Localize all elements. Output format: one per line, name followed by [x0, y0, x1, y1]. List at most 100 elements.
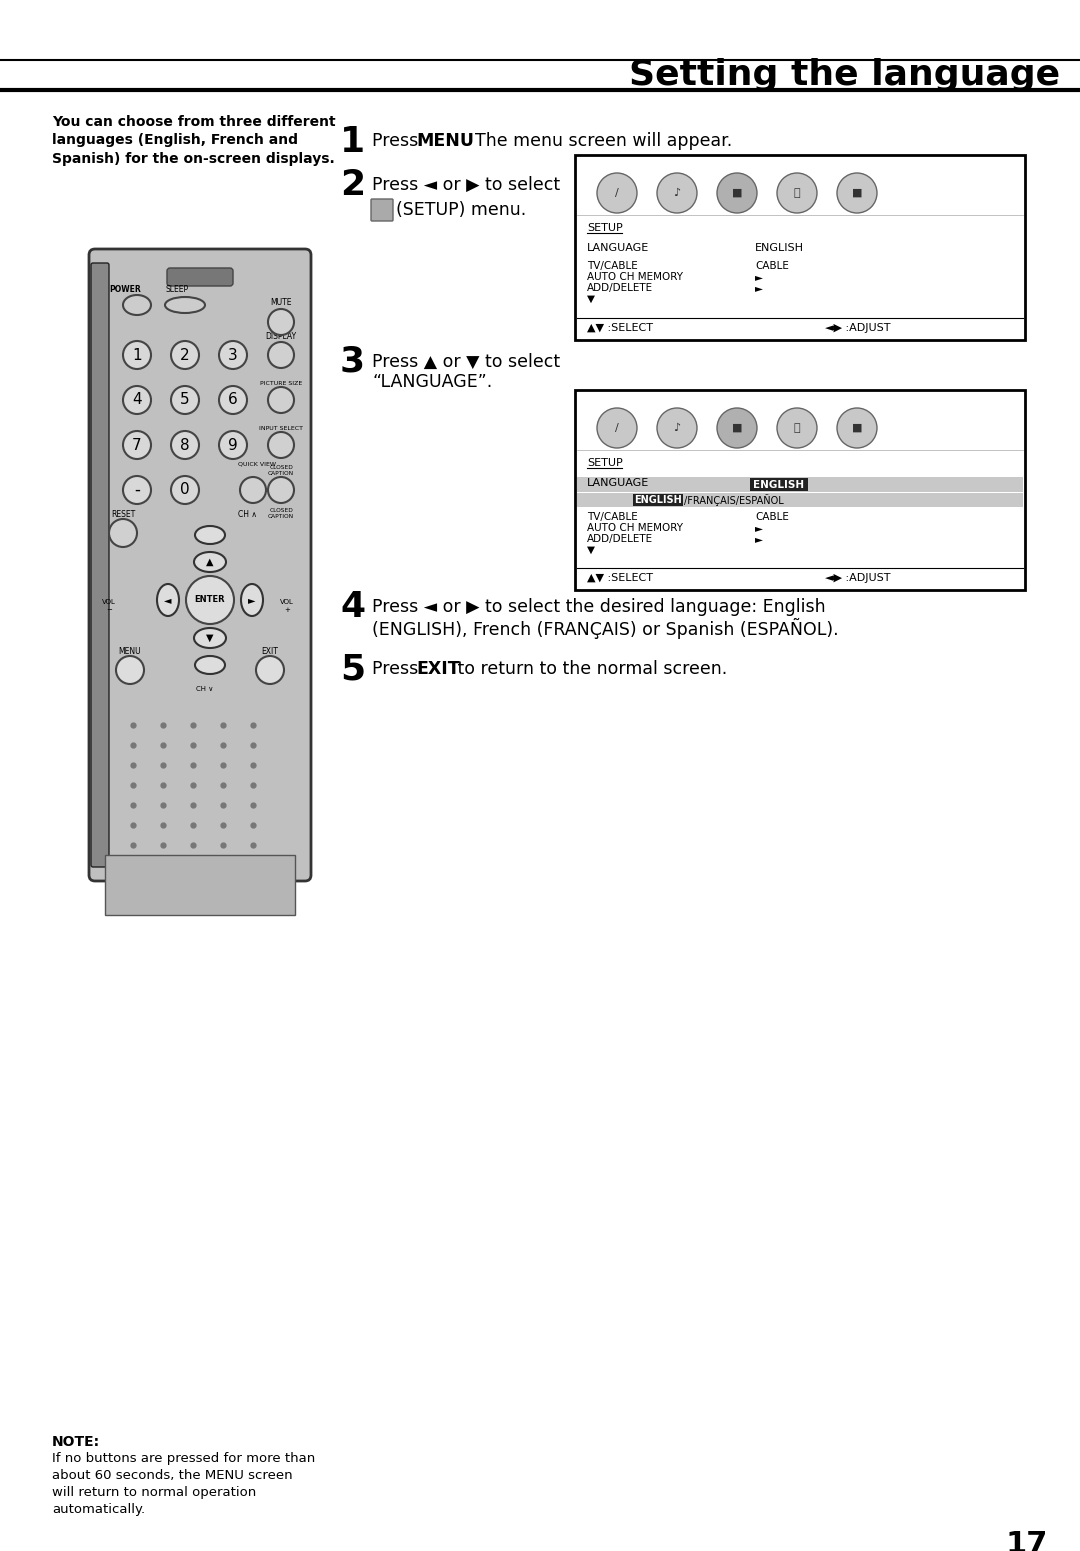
- Text: ►: ►: [755, 534, 762, 544]
- Bar: [575, 155, 1025, 340]
- Text: INPUT SELECT: INPUT SELECT: [259, 427, 303, 431]
- Circle shape: [837, 408, 877, 448]
- Bar: [575, 389, 1025, 589]
- FancyBboxPatch shape: [91, 264, 109, 867]
- Text: ENGLISH: ENGLISH: [755, 244, 804, 253]
- Text: ►: ►: [755, 271, 762, 282]
- Circle shape: [717, 174, 757, 212]
- Ellipse shape: [123, 341, 151, 369]
- Text: QUICK VIEW: QUICK VIEW: [238, 461, 276, 465]
- Text: ►: ►: [755, 523, 762, 534]
- Text: CLOSED
CAPTION: CLOSED CAPTION: [268, 465, 294, 476]
- Ellipse shape: [123, 386, 151, 414]
- Text: ▲▼ :SELECT: ▲▼ :SELECT: [588, 323, 653, 333]
- Text: (SETUP) menu.: (SETUP) menu.: [396, 202, 526, 219]
- Circle shape: [777, 408, 816, 448]
- Ellipse shape: [171, 386, 199, 414]
- Circle shape: [777, 174, 816, 212]
- Text: You can choose from three different
languages (English, French and
Spanish) for : You can choose from three different lang…: [52, 115, 336, 166]
- Text: EXIT: EXIT: [416, 661, 460, 678]
- Text: 8: 8: [180, 437, 190, 453]
- Ellipse shape: [109, 520, 137, 548]
- Text: Press: Press: [372, 132, 423, 150]
- Ellipse shape: [123, 431, 151, 459]
- Text: AUTO CH MEMORY: AUTO CH MEMORY: [588, 271, 683, 282]
- Ellipse shape: [116, 656, 144, 684]
- Text: ■: ■: [852, 188, 862, 199]
- Text: CLOSED
CAPTION: CLOSED CAPTION: [268, 509, 294, 520]
- Ellipse shape: [268, 433, 294, 458]
- Text: ENGLISH: ENGLISH: [634, 495, 681, 506]
- Text: ◄▶ :ADJUST: ◄▶ :ADJUST: [825, 572, 891, 583]
- Text: ◄▶ :ADJUST: ◄▶ :ADJUST: [825, 323, 891, 333]
- Ellipse shape: [194, 628, 226, 648]
- Text: VOL
+: VOL +: [280, 600, 294, 613]
- Text: 1: 1: [340, 126, 365, 160]
- Circle shape: [657, 408, 697, 448]
- Bar: [105, 855, 295, 915]
- Bar: [577, 478, 1023, 492]
- Text: 17: 17: [1005, 1529, 1048, 1551]
- Text: 6: 6: [228, 392, 238, 408]
- Text: 4: 4: [132, 392, 141, 408]
- Text: ▲▼ :SELECT: ▲▼ :SELECT: [588, 572, 653, 583]
- Ellipse shape: [165, 296, 205, 313]
- Ellipse shape: [241, 585, 264, 616]
- Ellipse shape: [194, 552, 226, 572]
- Text: CH ∧: CH ∧: [238, 510, 257, 520]
- FancyBboxPatch shape: [89, 250, 311, 881]
- Text: CABLE: CABLE: [755, 512, 788, 523]
- Text: ■: ■: [732, 423, 742, 433]
- Text: ADD/DELETE: ADD/DELETE: [588, 534, 653, 544]
- Text: CABLE: CABLE: [755, 261, 788, 271]
- Text: 3: 3: [228, 347, 238, 363]
- Ellipse shape: [268, 309, 294, 335]
- Text: LANGUAGE: LANGUAGE: [588, 244, 649, 253]
- Text: ENTER: ENTER: [194, 596, 226, 605]
- Text: SETUP: SETUP: [588, 223, 623, 233]
- Ellipse shape: [157, 585, 179, 616]
- Text: ►: ►: [755, 282, 762, 293]
- Text: VOL
−: VOL −: [103, 600, 116, 613]
- Text: 2: 2: [180, 347, 190, 363]
- Ellipse shape: [268, 388, 294, 413]
- Text: -: -: [134, 481, 140, 499]
- Text: POWER: POWER: [109, 285, 140, 295]
- Text: 7: 7: [132, 437, 141, 453]
- Text: MENU: MENU: [416, 132, 474, 150]
- Text: . The menu screen will appear.: . The menu screen will appear.: [464, 132, 732, 150]
- Text: TV/CABLE: TV/CABLE: [588, 261, 638, 271]
- Text: CH ∨: CH ∨: [197, 686, 214, 692]
- Ellipse shape: [171, 431, 199, 459]
- Text: ENGLISH: ENGLISH: [754, 479, 805, 490]
- Text: 9: 9: [228, 437, 238, 453]
- Bar: [750, 478, 808, 492]
- Text: ■: ■: [852, 423, 862, 433]
- Text: MENU: MENU: [119, 647, 141, 656]
- Circle shape: [837, 174, 877, 212]
- Text: ♪: ♪: [674, 188, 680, 199]
- Text: Press ▲ or ▼ to select: Press ▲ or ▼ to select: [372, 354, 561, 371]
- Ellipse shape: [219, 431, 247, 459]
- Text: ♪: ♪: [674, 423, 680, 433]
- Text: (ENGLISH), French (FRANÇAIS) or Spanish (ESPAÑOL).: (ENGLISH), French (FRANÇAIS) or Spanish …: [372, 617, 839, 639]
- Text: /: /: [616, 188, 619, 199]
- Text: ⼆: ⼆: [794, 423, 800, 433]
- Text: ▼: ▼: [588, 295, 595, 304]
- Text: RESET: RESET: [111, 510, 135, 520]
- Ellipse shape: [195, 526, 225, 544]
- Text: 1: 1: [132, 347, 141, 363]
- Text: ►: ►: [248, 596, 256, 605]
- Text: Press ◄ or ▶ to select: Press ◄ or ▶ to select: [372, 175, 561, 194]
- Circle shape: [186, 575, 234, 624]
- Text: Press: Press: [372, 661, 423, 678]
- Text: “LANGUAGE”.: “LANGUAGE”.: [372, 372, 492, 391]
- Ellipse shape: [123, 295, 151, 315]
- Text: ▼: ▼: [206, 633, 214, 644]
- Text: DISPLAY: DISPLAY: [266, 332, 297, 341]
- Ellipse shape: [219, 386, 247, 414]
- Ellipse shape: [171, 341, 199, 369]
- Text: 3: 3: [340, 344, 365, 378]
- FancyBboxPatch shape: [167, 268, 233, 285]
- Circle shape: [657, 174, 697, 212]
